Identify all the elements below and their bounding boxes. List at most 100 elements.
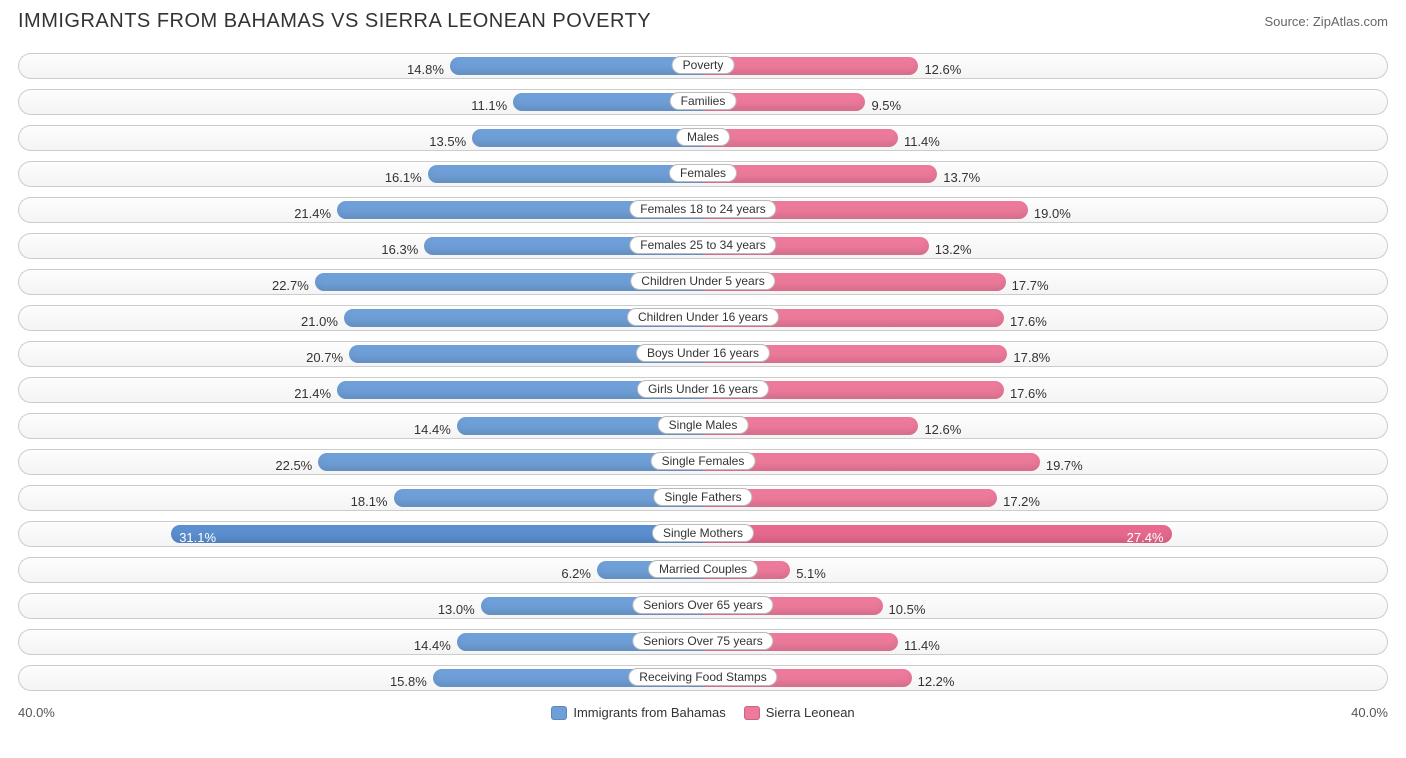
chart-row: 21.4% 17.6% Girls Under 16 years — [18, 377, 1388, 411]
pct-label-left: 16.3% — [381, 242, 424, 257]
pct-label-left: 22.7% — [272, 278, 315, 293]
pct-label-left: 31.1% — [179, 530, 216, 545]
pct-label-left: 11.1% — [471, 98, 513, 113]
category-pill: Children Under 5 years — [630, 272, 775, 290]
chart-title: IMMIGRANTS FROM BAHAMAS VS SIERRA LEONEA… — [18, 10, 651, 33]
track-left: 11.1% — [18, 89, 703, 115]
axis-right-label: 40.0% — [1351, 705, 1388, 720]
pct-label-left: 21.4% — [294, 386, 337, 401]
chart-row: 6.2% 5.1% Married Couples — [18, 557, 1388, 591]
track-left: 6.2% — [18, 557, 703, 583]
pct-label-left: 13.5% — [429, 134, 472, 149]
pct-label-right: 17.8% — [1007, 350, 1050, 365]
track-right: 12.2% — [703, 665, 1388, 691]
pct-label-right: 10.5% — [883, 602, 926, 617]
chart-row: 14.4% 11.4% Seniors Over 75 years — [18, 629, 1388, 663]
chart-row: 18.1%17.2%Single Fathers — [18, 485, 1388, 519]
pct-label-right: 11.4% — [898, 638, 940, 653]
legend-swatch-left — [551, 706, 567, 720]
pct-label-left: 21.4% — [294, 206, 337, 221]
track-right: 19.7% — [703, 449, 1388, 475]
axis-left-label: 40.0% — [18, 705, 55, 720]
category-pill: Single Fathers — [653, 488, 752, 506]
bar-left: 14.8% — [450, 57, 703, 75]
chart-row: 11.1%9.5%Families — [18, 89, 1388, 123]
chart-row: 15.8%12.2%Receiving Food Stamps — [18, 665, 1388, 699]
bar-right: 12.6% — [703, 57, 918, 75]
footer: 40.0% Immigrants from Bahamas Sierra Leo… — [18, 705, 1388, 720]
track-left: 16.1% — [18, 161, 703, 187]
bar-left: 13.5% — [472, 129, 703, 147]
pct-label-right: 13.2% — [929, 242, 972, 257]
chart-row: 13.0% 10.5% Seniors Over 65 years — [18, 593, 1388, 627]
chart-row: 31.1%27.4%Single Mothers — [18, 521, 1388, 555]
pct-label-right: 11.4% — [898, 134, 940, 149]
track-left: 14.4% — [18, 413, 703, 439]
legend-label-right: Sierra Leonean — [766, 705, 855, 720]
chart-row: 13.5%11.4%Males — [18, 125, 1388, 159]
category-pill: Females — [669, 164, 737, 182]
legend-label-left: Immigrants from Bahamas — [573, 705, 725, 720]
pct-label-right: 5.1% — [790, 566, 826, 581]
chart-row: 21.4% 19.0% Females 18 to 24 years — [18, 197, 1388, 231]
category-pill: Seniors Over 65 years — [632, 596, 773, 614]
chart-container: IMMIGRANTS FROM BAHAMAS VS SIERRA LEONEA… — [0, 0, 1406, 730]
track-left: 18.1% — [18, 485, 703, 511]
track-left: 14.8% — [18, 53, 703, 79]
track-left: 20.7% — [18, 341, 703, 367]
category-pill: Poverty — [672, 56, 735, 74]
track-right: 11.4% — [703, 629, 1388, 655]
track-right: 19.0% — [703, 197, 1388, 223]
pct-label-right: 17.6% — [1004, 386, 1047, 401]
track-right: 17.7% — [703, 269, 1388, 295]
pct-label-right: 13.7% — [937, 170, 980, 185]
chart-row: 22.7% 17.7%Children Under 5 years — [18, 269, 1388, 303]
pct-label-left: 14.4% — [414, 422, 457, 437]
pct-label-right: 27.4% — [1127, 530, 1164, 545]
category-pill: Children Under 16 years — [627, 308, 779, 326]
pct-label-right: 17.6% — [1004, 314, 1047, 329]
track-right: 12.6% — [703, 53, 1388, 79]
track-left: 21.0% — [18, 305, 703, 331]
track-right: 10.5% — [703, 593, 1388, 619]
category-pill: Males — [676, 128, 730, 146]
track-left: 13.0% — [18, 593, 703, 619]
track-right: 17.6% — [703, 305, 1388, 331]
chart-row: 16.3%13.2%Females 25 to 34 years — [18, 233, 1388, 267]
pct-label-left: 22.5% — [275, 458, 318, 473]
category-pill: Females 18 to 24 years — [629, 200, 776, 218]
pct-label-left: 14.4% — [414, 638, 457, 653]
pct-label-left: 21.0% — [301, 314, 344, 329]
track-left: 13.5% — [18, 125, 703, 151]
category-pill: Single Females — [651, 452, 756, 470]
bar-left: 16.1% — [428, 165, 703, 183]
pct-label-right: 19.0% — [1028, 206, 1071, 221]
track-left: 21.4% — [18, 197, 703, 223]
category-pill: Married Couples — [648, 560, 758, 578]
chart-row: 16.1% 13.7% Females — [18, 161, 1388, 195]
chart-row: 14.8%12.6%Poverty — [18, 53, 1388, 87]
pct-label-right: 9.5% — [865, 98, 901, 113]
track-right: 9.5% — [703, 89, 1388, 115]
legend-swatch-right — [744, 706, 760, 720]
chart-row: 21.0% 17.6% Children Under 16 years — [18, 305, 1388, 339]
bar-right: 11.4% — [703, 129, 898, 147]
track-right: 13.7% — [703, 161, 1388, 187]
source-label: Source: ZipAtlas.com — [1264, 10, 1388, 29]
chart-row: 20.7%17.8%Boys Under 16 years — [18, 341, 1388, 375]
track-left: 22.5% — [18, 449, 703, 475]
track-left: 21.4% — [18, 377, 703, 403]
category-pill: Receiving Food Stamps — [628, 668, 777, 686]
pct-label-right: 19.7% — [1040, 458, 1083, 473]
legend: Immigrants from Bahamas Sierra Leonean — [551, 705, 854, 720]
track-left: 22.7% — [18, 269, 703, 295]
legend-item-right: Sierra Leonean — [744, 705, 855, 720]
category-pill: Girls Under 16 years — [637, 380, 769, 398]
pct-label-right: 12.2% — [912, 674, 955, 689]
category-pill: Single Males — [658, 416, 749, 434]
pct-label-left: 13.0% — [438, 602, 481, 617]
bar-right: 27.4% — [703, 525, 1172, 543]
pct-label-left: 14.8% — [407, 62, 450, 77]
category-pill: Seniors Over 75 years — [632, 632, 773, 650]
pct-label-left: 20.7% — [306, 350, 349, 365]
